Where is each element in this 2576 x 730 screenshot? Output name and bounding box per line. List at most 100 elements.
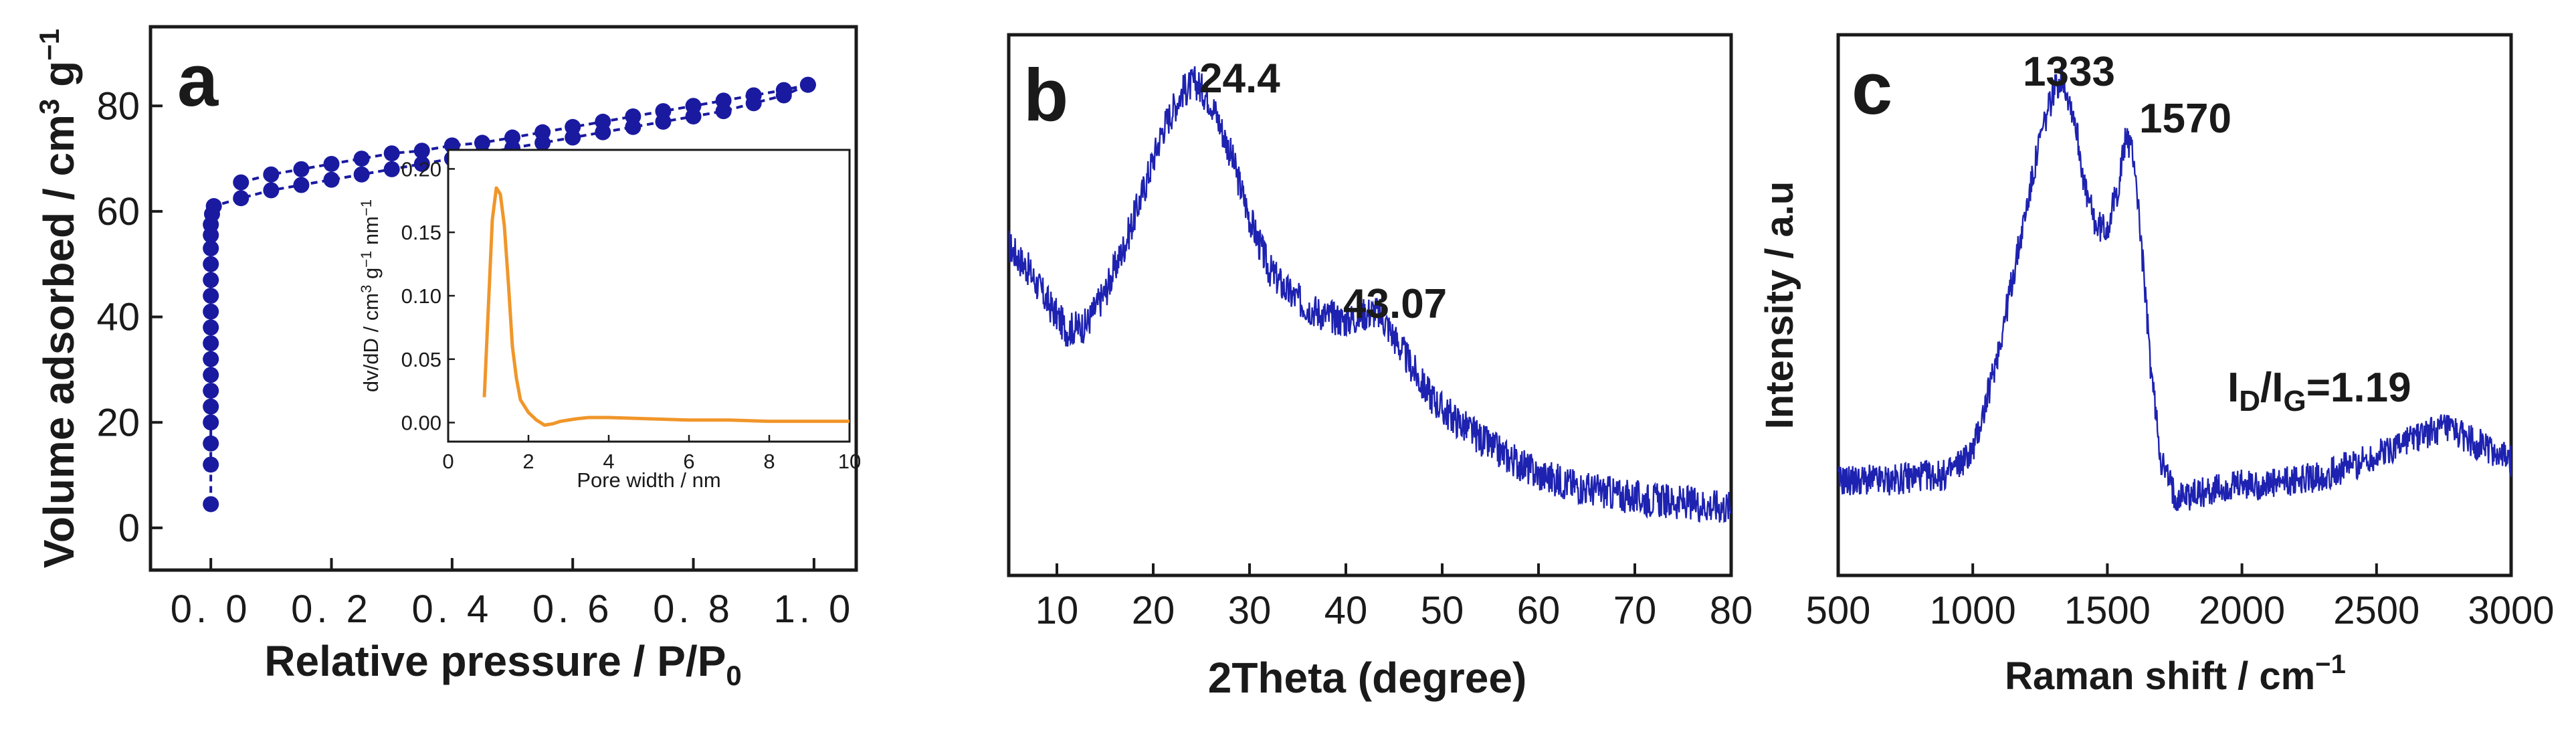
panel-b-xtick-label: 10 <box>1035 589 1079 632</box>
panel-c-series <box>1837 61 2512 511</box>
panel-c-xtick-label: 3000 <box>2468 589 2554 632</box>
isotherm-adsorption-point <box>203 496 219 513</box>
panel-c-frame <box>1836 33 2513 577</box>
inset-ytick-label: 0.15 <box>401 221 441 244</box>
panel-a-ytick-label: 0 <box>118 507 140 550</box>
isotherm-adsorption-point <box>263 182 280 199</box>
inset-y-ticks: 0.00 0.05 0.10 0.15 0.20 <box>401 157 455 435</box>
inset-ytick-label: 0.20 <box>401 157 441 181</box>
panel-a-y-ticks: 0 20 40 60 80 <box>96 84 163 550</box>
isotherm-desorption-point <box>595 113 611 130</box>
panel-b: b 10 20 30 40 50 60 70 80 24.4 43.07 2Theta (de… <box>1007 33 1753 702</box>
xrd-pattern-line <box>1008 66 1732 524</box>
panel-c-xtick-label: 2500 <box>2333 589 2419 632</box>
isotherm-desorption-point <box>685 98 702 114</box>
isotherm-desorption-point <box>625 108 641 125</box>
isotherm-adsorption-point <box>203 272 219 288</box>
isotherm-adsorption-point <box>233 190 250 207</box>
inset-ytick-label: 0.10 <box>401 284 441 308</box>
isotherm-desorption-point <box>353 151 370 167</box>
inset-xtick-label: 0 <box>442 450 454 473</box>
panel-c: c 500 1000 1500 2000 2500 3000 1333 1570 ID/I… <box>1758 33 2555 698</box>
inset-series <box>482 186 850 427</box>
panel-c-x-ticks: 500 1000 1500 2000 2500 3000 <box>1806 563 2555 632</box>
panel-a-xtick-label: 0. 8 <box>653 587 734 631</box>
isotherm-adsorption-point <box>383 161 400 177</box>
isotherm-desorption-point <box>565 118 581 135</box>
isotherm-adsorption-point <box>353 166 370 183</box>
panel-b-frame <box>1007 33 1733 577</box>
panel-c-xtick-label: 1000 <box>1930 589 2016 632</box>
panel-b-xtick-label: 80 <box>1710 589 1753 632</box>
isotherm-desorption-point <box>504 129 521 146</box>
isotherm-adsorption-point <box>203 288 219 304</box>
panel-a-xtick-label: 0. 4 <box>411 587 492 631</box>
isotherm-desorption-point <box>745 87 762 104</box>
panel-a-x-ticks: 0. 0 0. 2 0. 4 0. 6 0. 8 1. 0 <box>171 558 855 631</box>
panel-b-xtick-label: 70 <box>1613 589 1657 632</box>
isotherm-desorption-point <box>233 174 250 191</box>
isotherm-desorption-point <box>293 161 310 177</box>
inset-xtick-label: 2 <box>522 450 534 473</box>
panel-b-xtick-label: 50 <box>1421 589 1464 632</box>
panel-a-ylabel: Volume adsorbed / cm3 g−1 <box>33 29 83 568</box>
isotherm-adsorption-point <box>203 351 219 367</box>
panel-b-letter: b <box>1023 54 1068 136</box>
isotherm-desorption-point <box>534 124 551 141</box>
panel-b-xtick-label: 60 <box>1517 589 1561 632</box>
panel-b-xtick-label: 20 <box>1132 589 1175 632</box>
panel-a-letter: a <box>177 39 219 122</box>
panel-a-xlabel: Relative pressure / P/P0 <box>264 637 741 691</box>
isotherm-adsorption-point <box>203 456 219 473</box>
isotherm-adsorption-point <box>203 256 219 272</box>
isotherm-adsorption-point <box>323 171 340 188</box>
panel-b-series <box>1008 66 1732 524</box>
panel-c-letter: c <box>1852 48 1892 130</box>
isotherm-desorption-point <box>655 103 672 120</box>
panel-c-xlabel: Raman shift / cm−1 <box>2005 650 2346 698</box>
isotherm-desorption-point <box>715 92 732 109</box>
isotherm-desorption-point <box>413 143 430 159</box>
isotherm-adsorption-point <box>413 155 430 172</box>
isotherm-adsorption-point <box>203 435 219 452</box>
isotherm-adsorption-point <box>203 319 219 336</box>
panel-c-xtick-label: 1500 <box>2064 589 2151 632</box>
inset-x-ticks: 0 2 4 6 8 10 <box>442 435 861 473</box>
panel-a-xtick-label: 0. 2 <box>291 587 372 631</box>
panel-a-xtick-label: 0. 0 <box>171 587 252 631</box>
panel-b-xlabel: 2Theta (degree) <box>1208 654 1527 702</box>
panel-b-xtick-label: 40 <box>1324 589 1368 632</box>
isotherm-desorption-point <box>775 82 792 98</box>
isotherm-adsorption-point <box>293 177 310 193</box>
isotherm-adsorption-point <box>203 367 219 383</box>
panel-b-xtick-label: 30 <box>1228 589 1272 632</box>
peak-label-1333: 1333 <box>2023 49 2115 95</box>
panel-b-x-ticks: 10 20 30 40 50 60 70 80 <box>1035 563 1753 632</box>
panel-a-xtick-label: 0. 6 <box>532 587 613 631</box>
inset-ylabel: dv/dD / cm3 g−1 nm−1 <box>358 199 383 392</box>
peak-label-24.4: 24.4 <box>1199 56 1280 102</box>
panel-a-frame <box>148 25 858 572</box>
panel-a-ytick-label: 60 <box>96 190 140 234</box>
isotherm-desorption-point <box>383 145 400 162</box>
panel-a-ytick-label: 80 <box>96 84 140 128</box>
panel-a-ytick-label: 40 <box>96 296 140 339</box>
panel-c-xtick-label: 500 <box>1806 589 1871 632</box>
isotherm-adsorption-point <box>203 414 219 431</box>
isotherm-adsorption-point <box>203 335 219 352</box>
isotherm-adsorption-point <box>203 303 219 320</box>
panel-c-xtick-label: 2000 <box>2199 589 2285 632</box>
pore-size-distribution-line <box>482 186 850 427</box>
inset-xtick-label: 4 <box>603 450 614 473</box>
inset-ytick-label: 0.00 <box>401 412 441 435</box>
inset-frame <box>447 149 851 443</box>
isotherm-desorption-point <box>323 155 340 172</box>
inset-xlabel: Pore width / nm <box>577 468 720 492</box>
peak-label-1570: 1570 <box>2139 96 2232 142</box>
panel-a-xtick-label: 1. 0 <box>774 587 855 631</box>
panel-a-ytick-label: 20 <box>96 401 140 444</box>
isotherm-desorption-point <box>263 166 280 183</box>
peak-label-43.07: 43.07 <box>1343 281 1447 327</box>
inset-xtick-label: 8 <box>763 450 775 473</box>
